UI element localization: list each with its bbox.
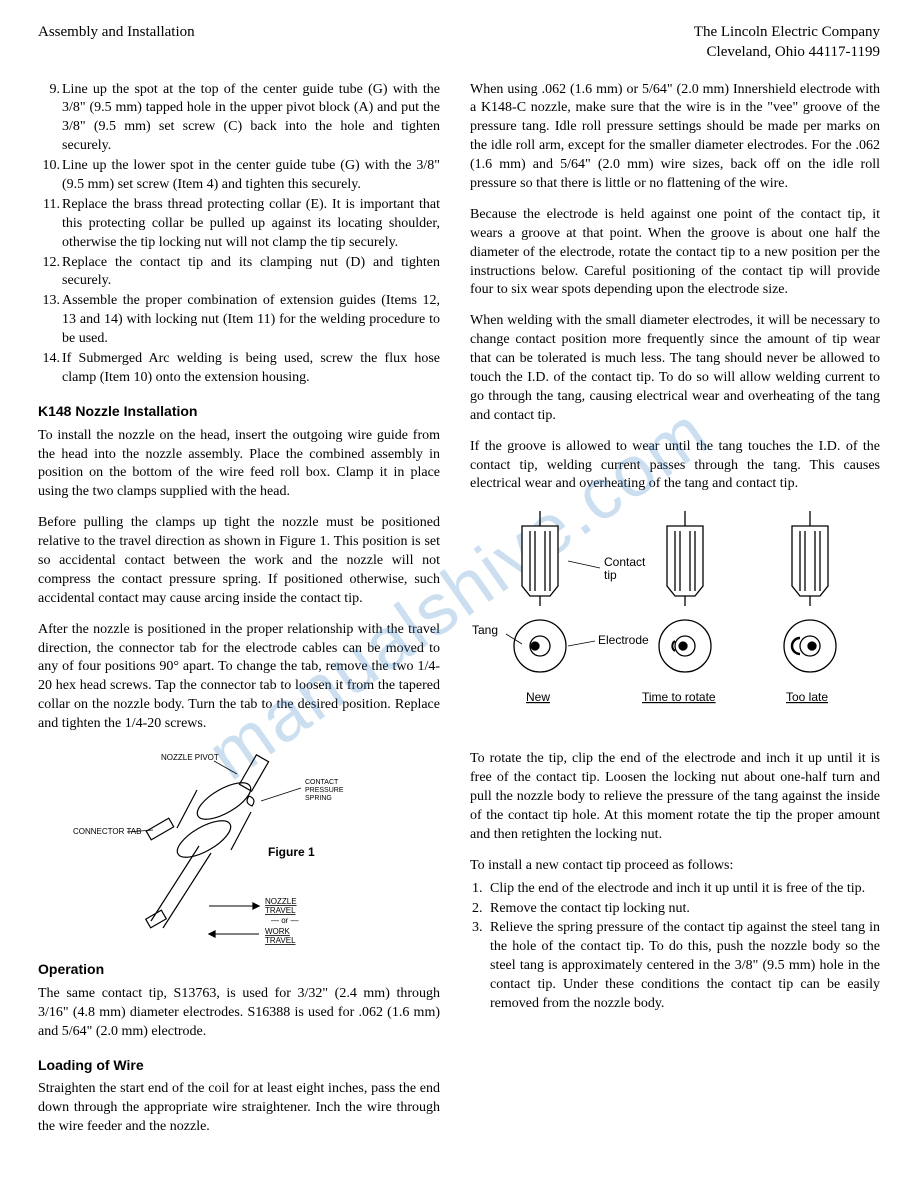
paragraph: When welding with the small diameter ele… bbox=[470, 312, 880, 425]
step-text: If Submerged Arc welding is being used, … bbox=[62, 351, 440, 385]
step-text: Line up the lower spot in the center gui… bbox=[62, 158, 440, 192]
content-columns: 9.Line up the spot at the top of the cen… bbox=[38, 81, 880, 1138]
step-number: 10. bbox=[38, 157, 60, 176]
heading-loading: Loading of Wire bbox=[38, 1056, 440, 1075]
right-column: When using .062 (1.6 mm) or 5/64" (2.0 m… bbox=[470, 81, 880, 1138]
fig1-label-or: — or — bbox=[271, 916, 299, 925]
paragraph: When using .062 (1.6 mm) or 5/64" (2.0 m… bbox=[470, 81, 880, 194]
step-text: Assemble the proper combination of exten… bbox=[62, 293, 440, 346]
header-left: Assembly and Installation bbox=[38, 22, 195, 63]
step-number: 14. bbox=[38, 350, 60, 369]
heading-nozzle-install: K148 Nozzle Installation bbox=[38, 402, 440, 421]
step-number: 11. bbox=[38, 196, 60, 215]
contact-tip-figure: Contacttip Tang Electrode New Time to ro… bbox=[470, 506, 880, 736]
step-number: 3. bbox=[472, 919, 483, 938]
contact-label-tang: Tang bbox=[472, 623, 498, 637]
step-item: 3.Relieve the spring pressure of the con… bbox=[490, 919, 880, 1013]
contact-state-new: New bbox=[526, 690, 550, 704]
fig1-label-ntravel: NOZZLETRAVEL bbox=[265, 897, 297, 915]
company-address: Cleveland, Ohio 44117-1199 bbox=[694, 42, 880, 62]
step-item: 2.Remove the contact tip locking nut. bbox=[490, 900, 880, 919]
paragraph: To install the nozzle on the head, inser… bbox=[38, 427, 440, 503]
fig1-label-wtravel: WORKTRAVEL bbox=[265, 927, 296, 945]
paragraph: The same contact tip, S13763, is used fo… bbox=[38, 985, 440, 1042]
left-column: 9.Line up the spot at the top of the cen… bbox=[38, 81, 440, 1138]
heading-operation: Operation bbox=[38, 960, 440, 979]
paragraph: Before pulling the clamps up tight the n… bbox=[38, 514, 440, 608]
step-item: 12.Replace the contact tip and its clamp… bbox=[62, 254, 440, 292]
fig1-label-spring: CONTACTPRESSURESPRING bbox=[305, 779, 344, 802]
paragraph: After the nozzle is positioned in the pr… bbox=[38, 621, 440, 734]
step-text: Clip the end of the electrode and inch i… bbox=[490, 881, 865, 896]
paragraph: Because the electrode is held against on… bbox=[470, 206, 880, 300]
contact-state-rotate: Time to rotate bbox=[642, 690, 716, 704]
step-item: 13.Assemble the proper combination of ex… bbox=[62, 292, 440, 349]
step-text: Line up the spot at the top of the cente… bbox=[62, 82, 440, 154]
install-steps: 1. Clip the end of the electrode and inch… bbox=[470, 880, 880, 1014]
figure-1: NOZZLE PIVOT CONTACTPRESSURESPRING CONNE… bbox=[38, 746, 440, 946]
header-right: The Lincoln Electric Company Cleveland, … bbox=[694, 22, 880, 63]
contact-label-electrode: Electrode bbox=[598, 633, 649, 647]
assembly-steps: 9.Line up the spot at the top of the cen… bbox=[38, 81, 440, 388]
step-number: 12. bbox=[38, 254, 60, 273]
paragraph: To rotate the tip, clip the end of the e… bbox=[470, 750, 880, 844]
step-text: Relieve the spring pressure of the conta… bbox=[490, 920, 880, 1011]
figure-1-caption: Figure 1 bbox=[268, 844, 315, 860]
paragraph: If the groove is allowed to wear until t… bbox=[470, 438, 880, 495]
contact-state-late: Too late bbox=[786, 690, 828, 704]
company-name: The Lincoln Electric Company bbox=[694, 22, 880, 42]
paragraph: Straighten the start end of the coil for… bbox=[38, 1080, 440, 1137]
paragraph: To install a new contact tip proceed as … bbox=[470, 857, 880, 876]
step-item: 9.Line up the spot at the top of the cen… bbox=[62, 81, 440, 157]
step-item: 11.Replace the brass thread protecting c… bbox=[62, 196, 440, 253]
fig1-label-tab: CONNECTOR TAB bbox=[73, 827, 141, 836]
contact-label-tip: Contacttip bbox=[604, 555, 646, 582]
step-text: Replace the brass thread protecting coll… bbox=[62, 197, 440, 250]
contact-tip-svg: Contacttip Tang Electrode New Time to ro… bbox=[470, 506, 880, 706]
step-number: 2. bbox=[472, 900, 483, 919]
page-header: Assembly and Installation The Lincoln El… bbox=[38, 22, 880, 63]
step-item: 14.If Submerged Arc welding is being use… bbox=[62, 350, 440, 388]
step-text: Replace the contact tip and its clamping… bbox=[62, 255, 440, 289]
step-number: 13. bbox=[38, 292, 60, 311]
fig1-label-pivot: NOZZLE PIVOT bbox=[161, 753, 219, 762]
step-number: 9. bbox=[38, 81, 60, 100]
step-number: 1. bbox=[472, 880, 483, 899]
figure-1-svg: NOZZLE PIVOT CONTACTPRESSURESPRING CONNE… bbox=[69, 746, 409, 946]
step-text: Remove the contact tip locking nut. bbox=[490, 901, 690, 916]
step-item: 10.Line up the lower spot in the center … bbox=[62, 157, 440, 195]
step-item: 1.Clip the end of the electrode and inch… bbox=[490, 880, 880, 899]
